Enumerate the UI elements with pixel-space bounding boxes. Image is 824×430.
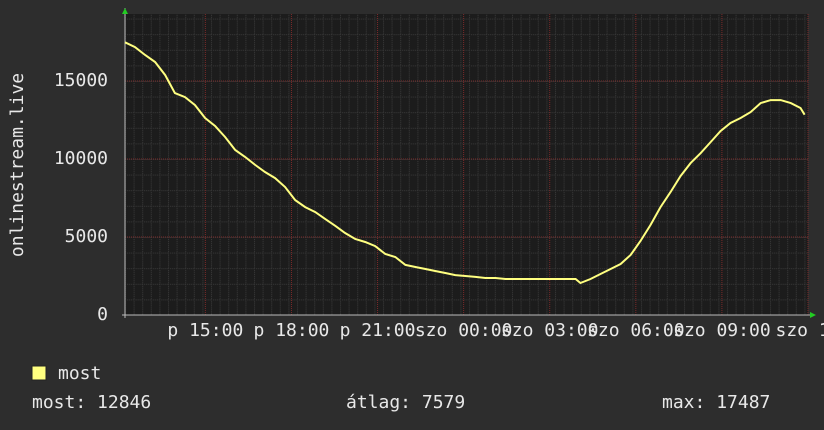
stat-label: átlag: <box>346 392 411 413</box>
x-tick-label: szo 00:00 <box>415 320 513 341</box>
x-arrow <box>810 312 816 318</box>
stat-value: 7579 <box>422 392 465 413</box>
y-tick-label: 5000 <box>65 226 108 247</box>
x-tick-label: p 15:00 <box>167 320 243 341</box>
y-tick-label: 10000 <box>54 148 108 169</box>
stat-label: max: <box>662 392 705 413</box>
y-axis-label: onlinestream.live <box>7 73 28 257</box>
y-tick-label: 15000 <box>54 70 108 91</box>
x-tick-label: szo 09:00 <box>673 320 771 341</box>
legend-stat: most: 12846 <box>32 392 151 413</box>
series-line <box>124 41 806 285</box>
legend-stat: átlag: 7579 <box>346 392 465 413</box>
y-tick-label: 0 <box>97 304 108 325</box>
x-tick-label: szo 03:00 <box>501 320 599 341</box>
stat-value: 17487 <box>716 392 770 413</box>
legend-stat: max: 17487 <box>662 392 770 413</box>
x-tick-label: szo 12 <box>775 320 824 341</box>
x-tick-label: szo 06:00 <box>587 320 685 341</box>
legend-swatch <box>31 365 47 381</box>
stat-label: most: <box>32 392 86 413</box>
y-arrow <box>122 8 128 14</box>
x-tick-label: p 18:00 <box>254 320 330 341</box>
plot-area <box>125 14 808 315</box>
x-tick-label: p 21:00 <box>340 320 416 341</box>
legend-label: most <box>58 363 101 384</box>
stat-value: 12846 <box>97 392 151 413</box>
